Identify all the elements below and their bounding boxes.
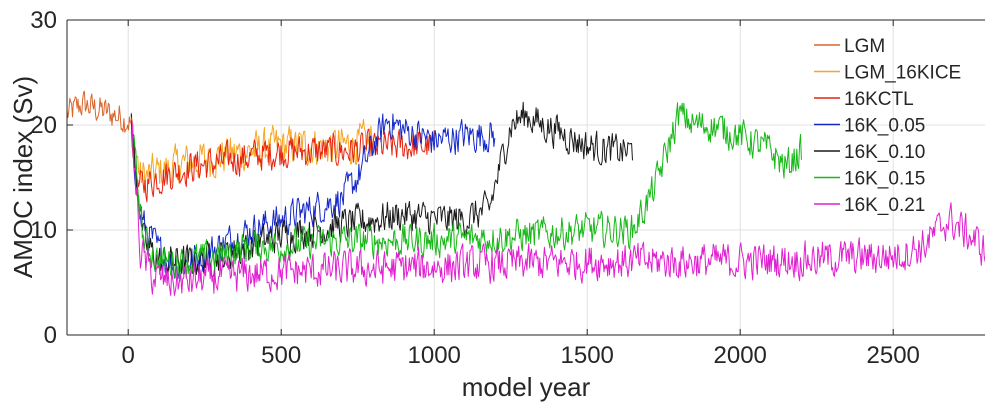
axes: [66, 19, 985, 336]
x-tick-label: 0: [122, 342, 135, 369]
series-line-lgm: [67, 90, 132, 133]
legend-label: 16KCTL: [844, 89, 914, 110]
legend-label: 16K_0.15: [844, 169, 925, 190]
legend-label: LGM: [844, 36, 885, 57]
series-line-16kctl: [130, 119, 435, 203]
series-line-16k-0-21: [130, 117, 985, 296]
x-axis-label: model year: [462, 372, 591, 402]
x-tick-label: 1500: [561, 342, 614, 369]
tick-labels: 0 500 1000 1500 2000 2500 0 10 20 30: [30, 7, 920, 369]
y-axis-label: AMOC index (Sv): [8, 76, 38, 278]
x-tick-label: 2500: [867, 342, 920, 369]
legend-label: 16K_0.05: [844, 116, 925, 137]
x-tick-label: 2000: [714, 342, 767, 369]
series-layer: [67, 90, 985, 296]
legend-label: 16K_0.10: [844, 142, 925, 163]
x-tick-label: 500: [261, 342, 301, 369]
legend: LGM LGM_16KICE 16KCTL 16K_0.05 16K_0.10 16K_0…: [814, 36, 961, 216]
series-line-16k-0-05: [130, 113, 496, 280]
y-tick-label: 10: [30, 217, 57, 244]
y-tick-label: 30: [30, 7, 57, 34]
y-tick-label: 0: [44, 322, 57, 349]
legend-label: 16K_0.21: [844, 195, 925, 216]
y-tick-label: 20: [30, 112, 57, 139]
x-tick-label: 1000: [408, 342, 461, 369]
legend-label: LGM_16KICE: [844, 63, 961, 84]
series-line-lgm-16kice: [130, 112, 374, 191]
series-line-16k-0-15: [130, 102, 802, 282]
